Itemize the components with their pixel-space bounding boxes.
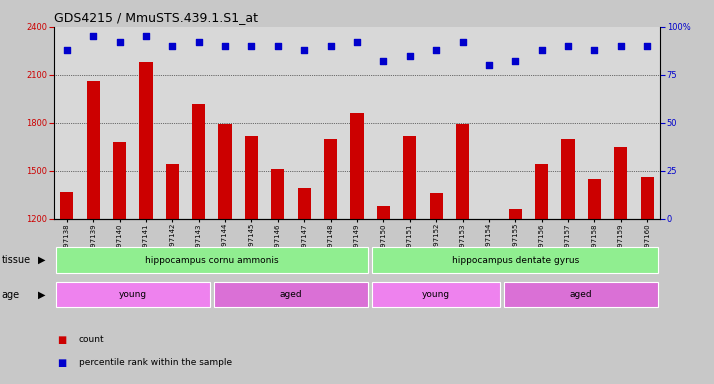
Text: ■: ■ (57, 358, 66, 368)
Bar (535, 164, 548, 219)
Text: ▶: ▶ (38, 290, 45, 300)
Bar (508, 209, 522, 219)
Point (298, 47, 310, 53)
Point (642, 43, 653, 49)
Text: GDS4215 / MmuSTS.439.1.S1_at: GDS4215 / MmuSTS.439.1.S1_at (54, 12, 258, 25)
Point (272, 43, 283, 49)
Point (246, 43, 257, 49)
Bar (271, 169, 284, 219)
Point (61, 47, 72, 53)
Bar (245, 136, 258, 219)
Text: aged: aged (570, 290, 593, 299)
Bar (56, 282, 210, 307)
Point (457, 39, 468, 45)
Point (219, 43, 231, 49)
Point (404, 53, 416, 59)
Text: percentile rank within the sample: percentile rank within the sample (79, 358, 231, 367)
Bar (456, 124, 469, 219)
Bar (139, 62, 153, 219)
Point (166, 43, 178, 49)
Text: hippocampus dentate gyrus: hippocampus dentate gyrus (452, 256, 579, 265)
Text: ▶: ▶ (38, 255, 45, 265)
Bar (218, 124, 231, 219)
Point (351, 39, 363, 45)
Point (87, 33, 99, 40)
Point (510, 58, 521, 65)
Point (563, 43, 574, 49)
Text: young: young (119, 290, 147, 299)
Bar (86, 81, 100, 219)
Point (193, 39, 204, 45)
Point (325, 43, 336, 49)
Text: count: count (79, 335, 104, 344)
Bar (372, 248, 658, 273)
Bar (351, 113, 363, 219)
Point (589, 47, 600, 53)
Bar (324, 139, 337, 219)
Text: tissue: tissue (1, 255, 31, 265)
Bar (430, 193, 443, 219)
Point (483, 62, 495, 68)
Point (615, 43, 627, 49)
Bar (640, 177, 654, 219)
Point (536, 47, 548, 53)
Text: hippocampus cornu ammonis: hippocampus cornu ammonis (145, 256, 278, 265)
Bar (56, 248, 368, 273)
Bar (372, 282, 500, 307)
Bar (588, 179, 601, 219)
Bar (214, 282, 368, 307)
Bar (192, 104, 206, 219)
Bar (614, 147, 628, 219)
Bar (166, 164, 179, 219)
Text: age: age (1, 290, 19, 300)
Point (431, 47, 442, 53)
Text: young: young (422, 290, 451, 299)
Bar (403, 136, 416, 219)
Bar (113, 142, 126, 219)
Text: ■: ■ (57, 335, 66, 345)
Text: aged: aged (280, 290, 302, 299)
Point (378, 58, 389, 65)
Point (114, 39, 125, 45)
Bar (298, 189, 311, 219)
Bar (60, 192, 74, 219)
Bar (504, 282, 658, 307)
Bar (483, 219, 496, 227)
Point (140, 33, 151, 40)
Bar (377, 206, 390, 219)
Bar (561, 139, 575, 219)
